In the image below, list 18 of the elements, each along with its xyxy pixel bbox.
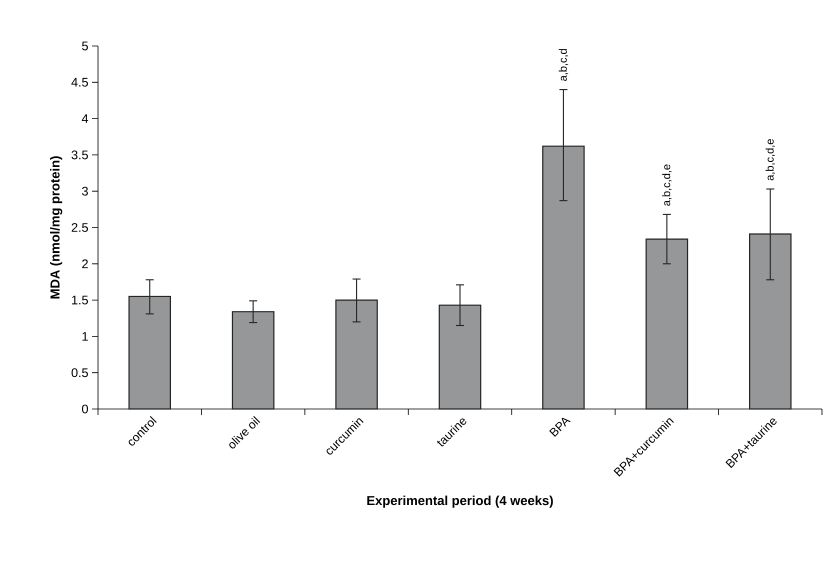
y-tick-label: 4.5 (71, 78, 88, 87)
x-axis-title: Experimental period (4 weeks) (367, 496, 553, 508)
annotation: a,b,c,d,e (766, 139, 775, 180)
annotation: a,b,c,d,e (662, 164, 672, 206)
x-tick-label: BPA (549, 418, 571, 437)
y-tick-label: 3.5 (72, 150, 88, 160)
y-axis-title: MDA (nmol/mg protein) (50, 156, 62, 298)
y-tick-label: 5 (82, 42, 88, 50)
annotation: a,b,c,d (558, 49, 568, 81)
y-tick-label: 4 (82, 114, 88, 123)
y-tick-label: 2 (82, 259, 88, 268)
y-tick-label: 1.5 (72, 296, 88, 304)
y-tick-label: 0 (82, 404, 88, 414)
x-tick-label: olive oil (229, 416, 260, 448)
y-tick-label: 1 (82, 332, 88, 341)
y-tick-label: 2.5 (72, 223, 88, 232)
y-tick-label: 0.5 (72, 368, 88, 378)
y-tick-label: 3 (82, 186, 88, 196)
